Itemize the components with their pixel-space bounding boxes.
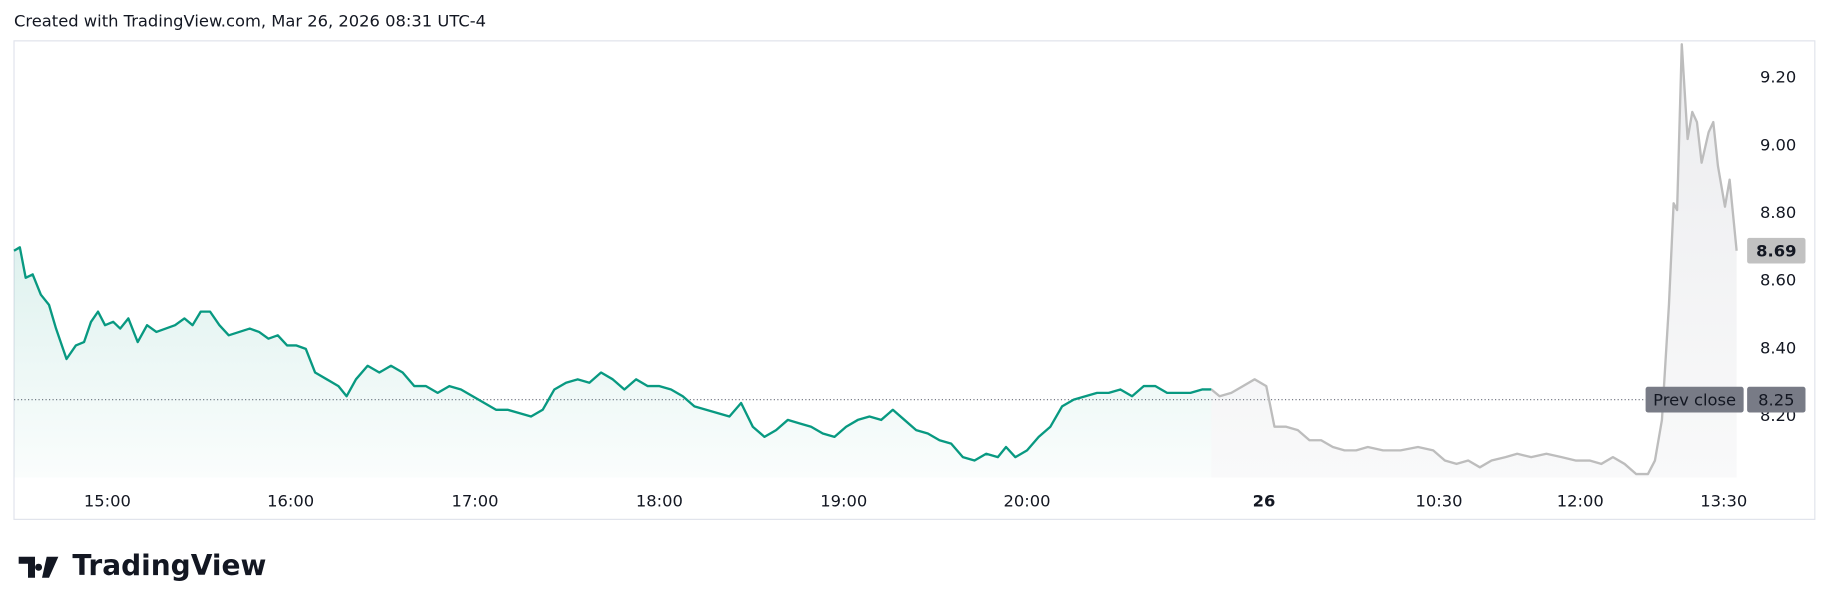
x-tick-label: 20:00 — [1004, 491, 1051, 510]
y-tick-label: 8.80 — [1760, 203, 1796, 222]
area-fill — [1211, 44, 1737, 478]
x-tick-label: 10:30 — [1415, 491, 1462, 510]
y-tick-label: 8.60 — [1760, 271, 1796, 290]
x-tick-label: 16:00 — [267, 491, 314, 510]
y-tick-label: 9.20 — [1760, 68, 1796, 87]
y-tick-label: 9.00 — [1760, 135, 1796, 154]
prev-close-value-badge — [1747, 386, 1806, 413]
x-tick-label: 19:00 — [820, 491, 867, 510]
last-price-label: 8.69 — [1756, 241, 1796, 260]
x-tick-label: 18:00 — [636, 491, 683, 510]
prev-close-value: 8.25 — [1758, 390, 1794, 409]
prev-close-label: Prev close — [1653, 390, 1736, 409]
x-tick-label: 15:00 — [84, 491, 131, 510]
x-tick-label: 26 — [1253, 491, 1276, 510]
prev-close-badge — [1645, 386, 1744, 413]
price-line — [13, 246, 1212, 462]
last-price-badge — [1747, 237, 1806, 264]
x-tick-label: 13:30 — [1700, 491, 1747, 510]
logo-icon — [18, 556, 59, 578]
x-tick-label: 17:00 — [451, 491, 498, 510]
area-fill — [14, 247, 1212, 478]
logo: TradingView — [18, 549, 266, 582]
logo-text: TradingView — [72, 549, 266, 582]
price-line — [1210, 43, 1738, 476]
x-tick-label: 12:00 — [1557, 491, 1604, 510]
y-tick-label: 8.40 — [1760, 338, 1796, 357]
header-text: Created with TradingView.com, Mar 26, 20… — [14, 12, 486, 31]
